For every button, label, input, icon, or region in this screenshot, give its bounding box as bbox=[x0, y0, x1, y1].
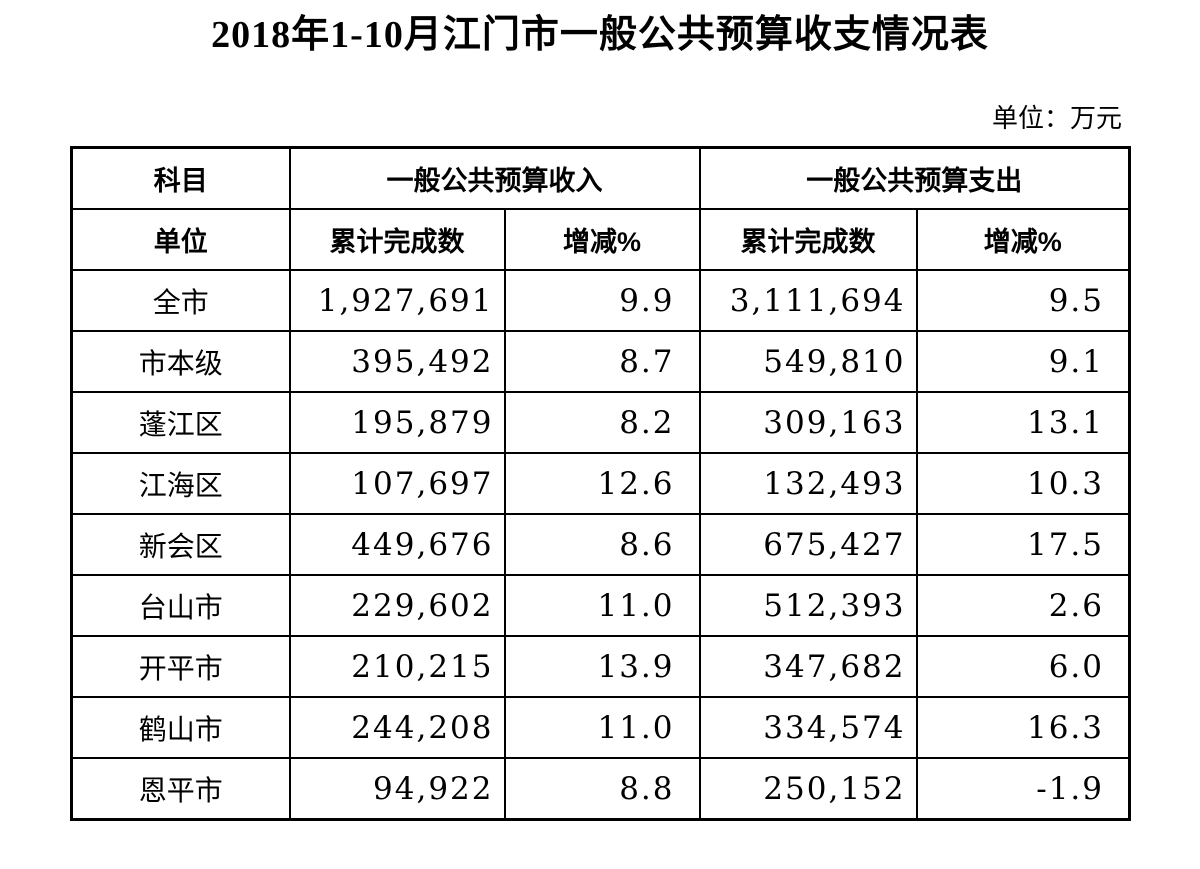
table-row: 市本级 395,492 8.7 549,810 9.1 bbox=[70, 330, 1131, 393]
header-expenditure-group: 一般公共预算支出 bbox=[698, 146, 1131, 210]
expenditure-cell: 309,163 bbox=[698, 391, 918, 454]
expenditure-change-cell: 17.5 bbox=[915, 513, 1131, 576]
revenue-change-cell: 12.6 bbox=[503, 452, 701, 515]
table-row: 开平市 210,215 13.9 347,682 6.0 bbox=[70, 635, 1131, 698]
region-cell: 鹤山市 bbox=[70, 696, 291, 759]
revenue-cell: 210,215 bbox=[288, 635, 506, 698]
table-row: 全市 1,927,691 9.9 3,111,694 9.5 bbox=[70, 269, 1131, 332]
expenditure-change-cell: 9.5 bbox=[915, 269, 1131, 332]
region-cell: 恩平市 bbox=[70, 757, 291, 821]
expenditure-change-cell: 16.3 bbox=[915, 696, 1131, 759]
revenue-change-cell: 8.8 bbox=[503, 757, 701, 821]
revenue-change-cell: 8.7 bbox=[503, 330, 701, 393]
expenditure-cell: 132,493 bbox=[698, 452, 918, 515]
header-expenditure-cumulative: 累计完成数 bbox=[698, 208, 918, 271]
revenue-cell: 395,492 bbox=[288, 330, 506, 393]
header-revenue-cumulative: 累计完成数 bbox=[288, 208, 506, 271]
table-row: 台山市 229,602 11.0 512,393 2.6 bbox=[70, 574, 1131, 637]
header-revenue-group: 一般公共预算收入 bbox=[288, 146, 701, 210]
revenue-change-cell: 9.9 bbox=[503, 269, 701, 332]
revenue-cell: 229,602 bbox=[288, 574, 506, 637]
region-cell: 开平市 bbox=[70, 635, 291, 698]
expenditure-cell: 347,682 bbox=[698, 635, 918, 698]
header-row-groups: 科目 一般公共预算收入 一般公共预算支出 bbox=[70, 146, 1131, 210]
revenue-change-cell: 11.0 bbox=[503, 696, 701, 759]
table-row: 蓬江区 195,879 8.2 309,163 13.1 bbox=[70, 391, 1131, 454]
header-unit: 单位 bbox=[70, 208, 291, 271]
region-cell: 新会区 bbox=[70, 513, 291, 576]
revenue-change-cell: 13.9 bbox=[503, 635, 701, 698]
expenditure-change-cell: 10.3 bbox=[915, 452, 1131, 515]
region-cell: 台山市 bbox=[70, 574, 291, 637]
revenue-cell: 1,927,691 bbox=[288, 269, 506, 332]
expenditure-cell: 3,111,694 bbox=[698, 269, 918, 332]
table-row: 鹤山市 244,208 11.0 334,574 16.3 bbox=[70, 696, 1131, 759]
budget-table: 科目 一般公共预算收入 一般公共预算支出 单位 累计完成数 增减% 累计完成数 … bbox=[70, 146, 1131, 821]
header-revenue-change: 增减% bbox=[503, 208, 701, 271]
expenditure-cell: 512,393 bbox=[698, 574, 918, 637]
unit-note: 单位：万元 bbox=[991, 104, 1122, 133]
revenue-change-cell: 8.6 bbox=[503, 513, 701, 576]
expenditure-change-cell: -1.9 bbox=[915, 757, 1131, 821]
expenditure-change-cell: 13.1 bbox=[915, 391, 1131, 454]
expenditure-cell: 334,574 bbox=[698, 696, 918, 759]
expenditure-change-cell: 2.6 bbox=[915, 574, 1131, 637]
table-row: 江海区 107,697 12.6 132,493 10.3 bbox=[70, 452, 1131, 515]
revenue-cell: 244,208 bbox=[288, 696, 506, 759]
region-cell: 江海区 bbox=[70, 452, 291, 515]
expenditure-cell: 549,810 bbox=[698, 330, 918, 393]
expenditure-cell: 675,427 bbox=[698, 513, 918, 576]
revenue-change-cell: 8.2 bbox=[503, 391, 701, 454]
header-subject: 科目 bbox=[70, 146, 291, 210]
revenue-cell: 195,879 bbox=[288, 391, 506, 454]
region-cell: 蓬江区 bbox=[70, 391, 291, 454]
table-row: 新会区 449,676 8.6 675,427 17.5 bbox=[70, 513, 1131, 576]
expenditure-cell: 250,152 bbox=[698, 757, 918, 821]
expenditure-change-cell: 6.0 bbox=[915, 635, 1131, 698]
revenue-cell: 94,922 bbox=[288, 757, 506, 821]
region-cell: 市本级 bbox=[70, 330, 291, 393]
page-title: 2018年1-10月江门市一般公共预算收支情况表 bbox=[211, 14, 989, 56]
revenue-cell: 449,676 bbox=[288, 513, 506, 576]
revenue-cell: 107,697 bbox=[288, 452, 506, 515]
expenditure-change-cell: 9.1 bbox=[915, 330, 1131, 393]
table-row: 恩平市 94,922 8.8 250,152 -1.9 bbox=[70, 757, 1131, 821]
revenue-change-cell: 11.0 bbox=[503, 574, 701, 637]
header-row-columns: 单位 累计完成数 增减% 累计完成数 增减% bbox=[70, 208, 1131, 271]
header-expenditure-change: 增减% bbox=[915, 208, 1131, 271]
region-cell: 全市 bbox=[70, 269, 291, 332]
